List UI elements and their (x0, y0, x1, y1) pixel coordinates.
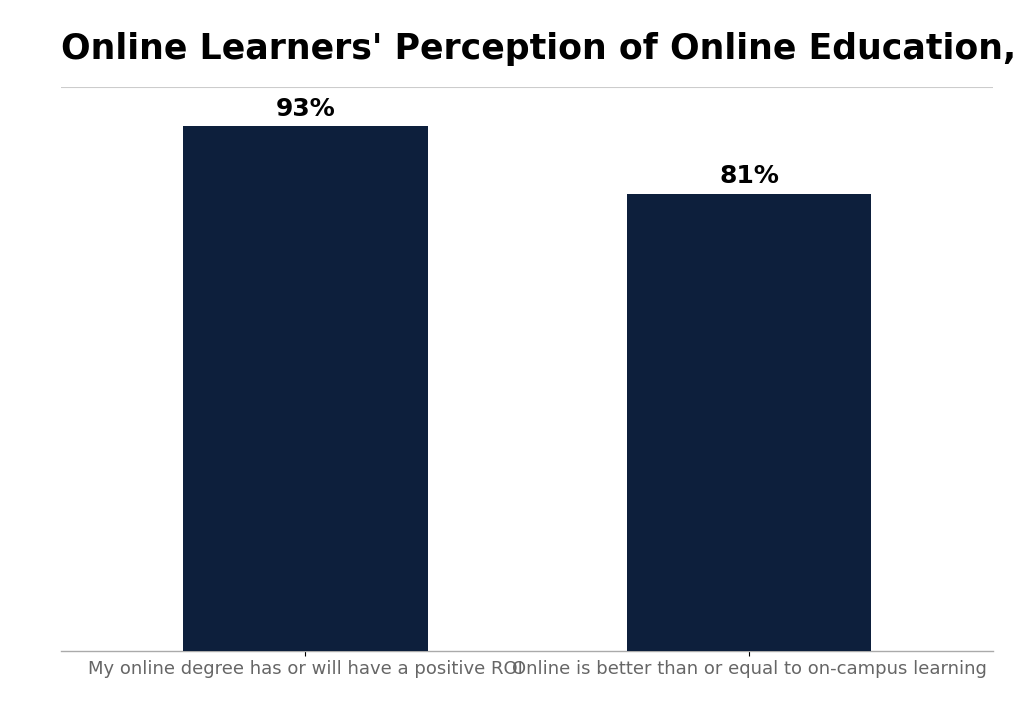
Bar (627, 194, 871, 651)
Bar (183, 127, 428, 651)
Text: 81%: 81% (719, 164, 779, 188)
Text: 93%: 93% (275, 97, 336, 121)
Text: Online Learners' Perception of Online Education, 2024: Online Learners' Perception of Online Ed… (61, 32, 1024, 66)
